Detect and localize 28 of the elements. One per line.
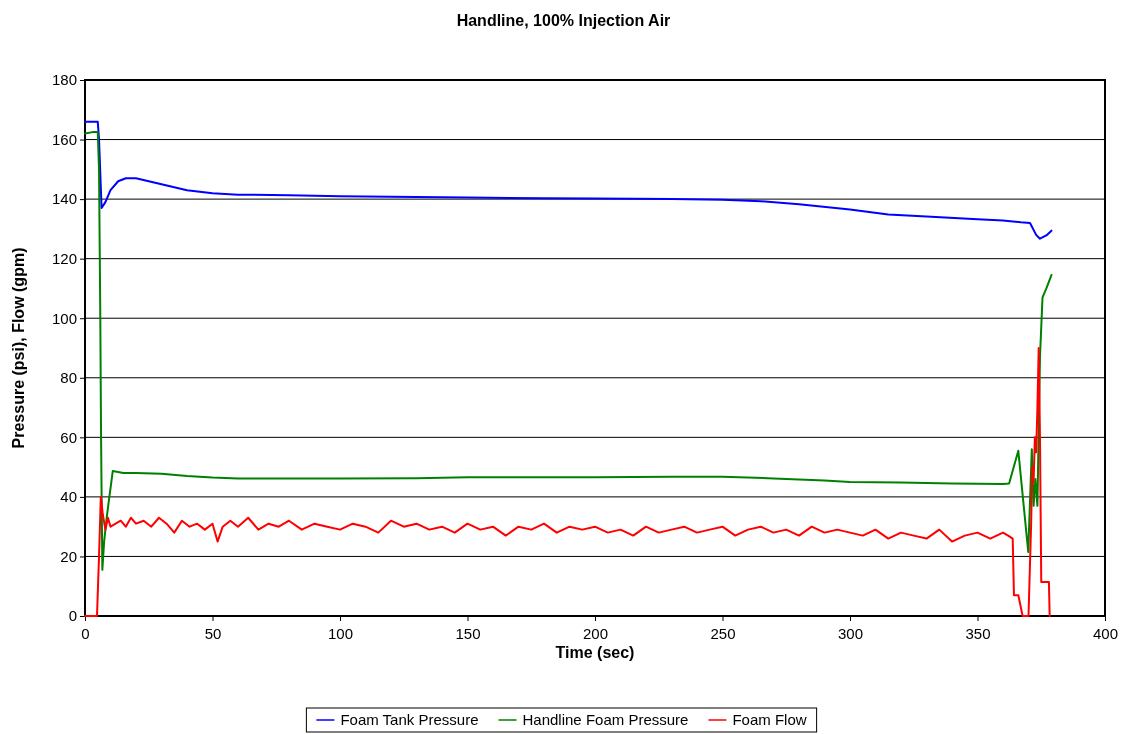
x-tick-label: 200 [582,625,609,642]
x-tick-label: 300 [837,625,864,642]
line-series [84,347,1051,617]
y-tick-label: 120 [51,249,77,267]
x-tick-label: 400 [1092,625,1119,642]
y-axis-title: Pressure (psi), Flow (gpm) [10,247,27,449]
x-tick-label: 50 [204,625,222,642]
y-tick-label: 160 [51,130,77,148]
x-axis-title: Time (sec) [555,644,635,661]
x-tick-label: 350 [965,625,991,642]
x-tick-label: 0 [81,625,90,642]
chart-title: Handline, 100% Injection Air [456,12,671,29]
y-tick-label: 20 [60,547,77,565]
line-series [84,131,1053,571]
y-tick-label: 140 [51,190,77,208]
y-tick-label: 60 [60,428,77,446]
y-tick-label: 80 [60,369,77,387]
legend-label: Foam Tank Pressure [340,711,479,728]
x-tick-label: 100 [327,625,354,642]
line-series [84,120,1053,240]
y-tick-label: 100 [51,309,77,327]
legend-label: Handline Foam Pressure [522,711,689,728]
y-tick-label: 180 [51,71,77,89]
x-tick-label: 150 [455,625,481,642]
legend-label: Foam Flow [732,711,807,728]
y-tick-label: 0 [68,607,77,625]
y-tick-label: 40 [60,488,77,506]
x-tick-label: 250 [710,625,736,642]
